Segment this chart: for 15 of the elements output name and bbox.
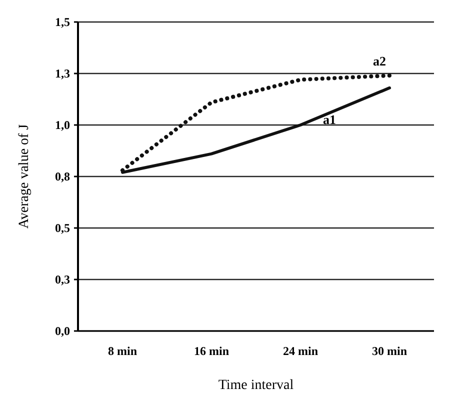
y-tick-label: 1,0 (55, 118, 70, 132)
y-tick-label: 1,5 (55, 15, 70, 29)
y-tick-label: 1,3 (55, 66, 70, 80)
x-axis-title: Time interval (218, 378, 294, 393)
x-tick-label: 24 min (282, 344, 318, 358)
y-tick-label: 0,5 (55, 221, 70, 235)
x-tick-label: 30 min (372, 344, 408, 358)
x-tick-label: 8 min (108, 344, 138, 358)
series-label: a2 (373, 54, 386, 69)
y-tick-label: 0,8 (55, 170, 70, 184)
x-tick-label: 16 min (194, 344, 230, 358)
series-label: a1 (323, 112, 336, 127)
y-axis-title: Average value of J (17, 124, 32, 229)
y-tick-label: 0,0 (55, 324, 70, 338)
y-tick-label: 0,3 (55, 272, 70, 286)
